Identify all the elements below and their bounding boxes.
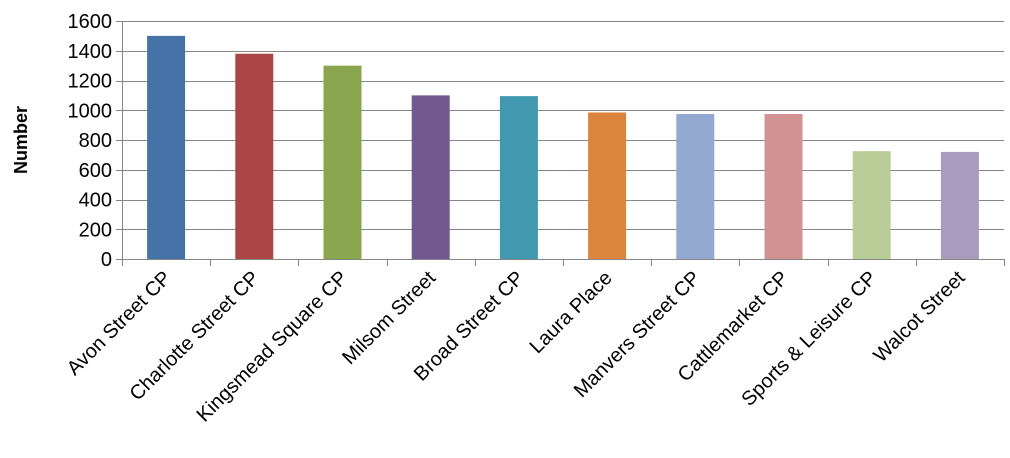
y-tick-labels: 0 200 400 600 800 1000 1200 1400 1600 [68,11,113,271]
x-category-label-5: Laura Place [526,267,617,358]
y-tick-label-200: 200 [79,219,112,241]
bar-8 [852,151,891,259]
y-tick-label-1400: 1400 [68,41,113,63]
bar-0 [147,35,186,259]
y-tick-label-1600: 1600 [68,11,113,33]
bars [147,35,979,260]
axes [116,21,1005,266]
y-tick-label-800: 800 [79,130,112,152]
bar-1 [235,53,274,259]
bar-2 [323,65,362,259]
x-category-label-9: Walcot Street [870,267,970,367]
y-tick-label-1200: 1200 [68,71,113,93]
bar-9 [940,151,979,259]
bar-4 [499,96,538,260]
bar-7 [764,113,803,259]
y-tick-label-0: 0 [101,249,112,271]
y-tick-label-400: 400 [79,190,112,212]
x-category-label-2: Kingsmead Square CP [193,267,352,426]
y-tick-label-600: 600 [79,160,112,182]
y-tick-label-1000: 1000 [68,100,113,122]
bar-3 [411,95,450,259]
y-axis-title: Number [11,106,31,174]
bar-6 [676,113,715,259]
bar-5 [588,112,627,259]
